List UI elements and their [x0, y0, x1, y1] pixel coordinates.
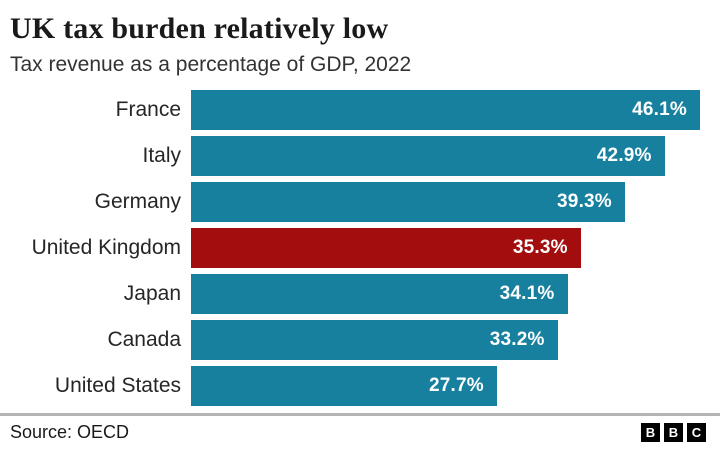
bar-track: 42.9% — [191, 136, 700, 176]
chart-subtitle: Tax revenue as a percentage of GDP, 2022 — [10, 53, 412, 76]
footer-divider — [0, 413, 720, 416]
bar: 39.3% — [191, 182, 625, 222]
bar-track: 39.3% — [191, 182, 700, 222]
source-label: Source: OECD — [10, 421, 130, 442]
country-label: Germany — [94, 190, 181, 213]
bar-value-label: 46.1% — [632, 99, 687, 120]
bbc-logo-block: B — [664, 422, 683, 442]
chart-row: Italy 42.9% — [0, 136, 700, 176]
bbc-logo: B B C — [641, 422, 710, 442]
country-label: United Kingdom — [31, 236, 181, 259]
bbc-logo-block: B — [641, 422, 660, 442]
bar-track: 35.3% — [191, 228, 700, 268]
country-label: United States — [54, 374, 181, 397]
bar-value-label: 39.3% — [557, 191, 612, 212]
bar-track: 33.2% — [191, 320, 700, 360]
bar-chart: France 46.1% Italy 42.9% Germany 39.3% U… — [0, 90, 720, 412]
chart-row: Japan 34.1% — [0, 274, 700, 314]
bar: 42.9% — [191, 136, 665, 176]
chart-row: France 46.1% — [0, 90, 700, 130]
bar: 27.7% — [191, 366, 497, 406]
chart-title: UK tax burden relatively low — [10, 12, 389, 45]
country-label: Canada — [107, 328, 181, 351]
bar-value-label: 35.3% — [512, 237, 568, 258]
bar: 34.1% — [191, 274, 568, 314]
chart-rows: France 46.1% Italy 42.9% Germany 39.3% U… — [0, 90, 700, 406]
bar-value-label: 27.7% — [428, 375, 484, 396]
chart-footer: Source: OECD B B C — [0, 416, 720, 450]
bar-value-label: 34.1% — [499, 283, 555, 304]
bar-value-label: 42.9% — [596, 145, 652, 166]
chart-row: Canada 33.2% — [0, 320, 700, 360]
bbc-logo-block: C — [687, 422, 706, 442]
chart-row: Germany 39.3% — [0, 182, 700, 222]
chart-row: United Kingdom 35.3% — [0, 228, 700, 268]
bar-value-label: 33.2% — [489, 329, 545, 350]
chart-header: UK tax burden relatively low Tax revenue… — [0, 0, 720, 77]
bar: 35.3% — [191, 228, 581, 268]
bar-track: 27.7% — [191, 366, 700, 406]
bar-track: 34.1% — [191, 274, 700, 314]
bar: 46.1% — [191, 90, 700, 130]
chart-row: United States 27.7% — [0, 366, 700, 406]
bar: 33.2% — [191, 320, 558, 360]
country-label: Italy — [142, 144, 181, 167]
country-label: Japan — [123, 282, 181, 305]
bar-track: 46.1% — [191, 90, 700, 130]
country-label: France — [115, 98, 181, 121]
